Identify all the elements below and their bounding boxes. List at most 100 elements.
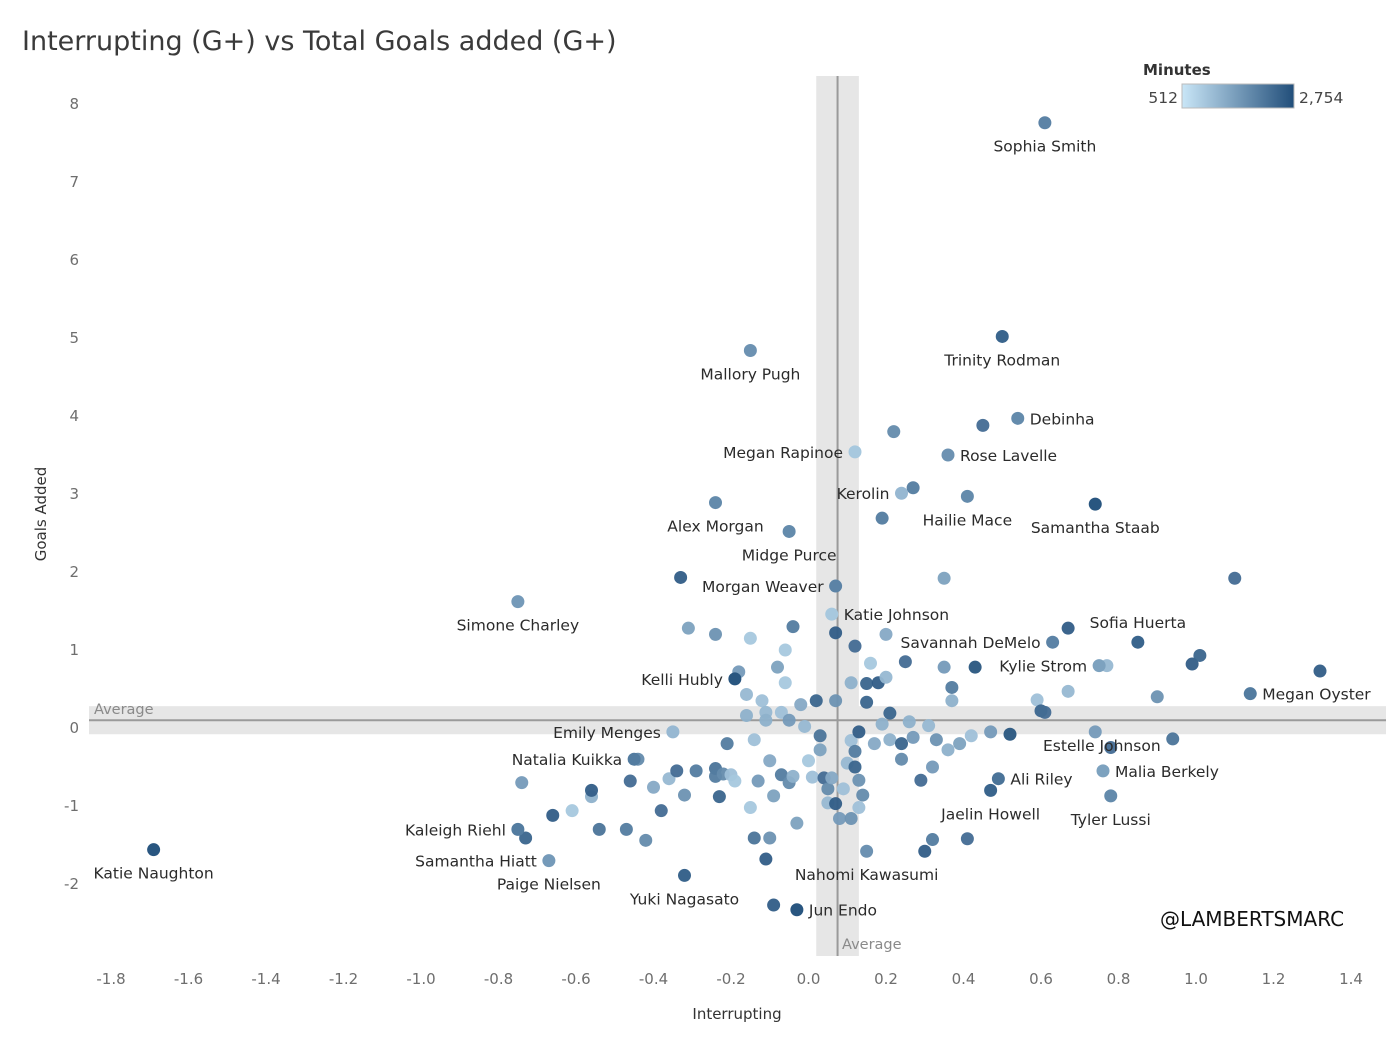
data-point (829, 797, 843, 811)
x-tick-label: -0.4 (639, 970, 668, 988)
x-tick-label: -1.0 (406, 970, 435, 988)
labeled-data-point (1011, 411, 1025, 425)
labeled-data-point (848, 445, 862, 459)
point-label: Alex Morgan (667, 518, 763, 536)
data-point (929, 733, 943, 747)
data-point (906, 730, 920, 744)
labeled-data-point (991, 772, 1005, 786)
data-point (1150, 690, 1164, 704)
author-handle: @LAMBERTSMARC (1160, 907, 1344, 931)
data-point (778, 676, 792, 690)
y-tick-label: -1 (64, 797, 79, 815)
y-tick-label: 8 (69, 95, 79, 113)
y-tick-label: -2 (64, 875, 79, 893)
labeled-data-point (147, 843, 161, 857)
data-point (709, 627, 722, 641)
data-point (1061, 684, 1075, 698)
point-label: Katie Naughton (94, 865, 214, 883)
axis-ticks: -1.8 -1.6 -1.4 -1.2 -1.0 -0.8 -0.6 -0.4 -0.2 0.0 0… (64, 95, 1363, 988)
labeled-data-point (511, 822, 525, 836)
labeled-data-point (1243, 687, 1257, 701)
data-point (790, 816, 804, 830)
data-point (860, 677, 874, 691)
data-point (895, 737, 908, 751)
average-label-horizontal: Average (94, 702, 154, 718)
data-point (515, 776, 529, 790)
point-label: Sophia Smith (993, 138, 1096, 156)
x-tick-label: 1.2 (1262, 970, 1286, 988)
point-label: Estelle Johnson (1043, 737, 1161, 755)
data-point (984, 725, 998, 739)
data-point (759, 852, 773, 866)
point-label: Kerolin (837, 485, 890, 503)
labeled-data-point (941, 448, 955, 462)
labeled-data-point (895, 486, 908, 500)
labeled-data-point (743, 343, 757, 357)
labeled-data-point (829, 579, 843, 593)
x-tick-label: -0.2 (716, 970, 745, 988)
point-label: Kelli Hubly (641, 671, 723, 689)
labeled-data-point (666, 725, 680, 739)
data-point (926, 833, 939, 847)
point-label: Katie Johnson (844, 606, 949, 624)
data-point (778, 643, 792, 657)
data-point (782, 713, 796, 727)
point-label: Mallory Pugh (700, 365, 800, 383)
point-label: Morgan Weaver (702, 578, 824, 596)
labeled-data-point (1104, 789, 1118, 803)
data-point (813, 729, 827, 743)
data-point (914, 773, 928, 787)
data-point (740, 687, 753, 701)
x-tick-label: 0.8 (1107, 970, 1131, 988)
y-axis-label: Goals Added (32, 467, 50, 562)
data-point (747, 733, 761, 747)
x-tick-label: 0.6 (1029, 970, 1053, 988)
point-label: Rose Lavelle (960, 447, 1057, 465)
y-tick-label: 1 (69, 641, 79, 659)
data-point (740, 709, 753, 723)
data-point (585, 783, 598, 797)
data-point (852, 725, 866, 739)
labeled-data-point (825, 607, 839, 621)
average-label-vertical: Average (842, 937, 902, 953)
data-point (879, 627, 893, 641)
point-label: Paige Nielsen (497, 876, 601, 894)
x-tick-label: -0.6 (561, 970, 590, 988)
data-point (848, 744, 862, 758)
data-point (786, 769, 800, 783)
legend-max-label: 2,754 (1299, 89, 1343, 107)
x-tick-label: -1.4 (251, 970, 280, 988)
data-point (833, 811, 846, 825)
data-point (844, 811, 858, 825)
data-point (681, 621, 695, 635)
labeled-data-point (782, 524, 796, 538)
labeled-data-point (984, 783, 998, 797)
data-point (798, 719, 812, 733)
y-tick-label: 3 (69, 485, 79, 503)
data-point (763, 754, 777, 768)
data-point (619, 822, 633, 836)
labeled-data-point (728, 672, 742, 686)
data-point (1061, 621, 1075, 635)
data-point (763, 831, 777, 845)
labeled-data-point (1046, 635, 1060, 649)
data-point (1313, 664, 1327, 678)
data-point (747, 831, 761, 845)
labeled-data-point (709, 496, 722, 510)
data-point (875, 511, 889, 525)
data-point (937, 660, 951, 674)
data-point (809, 694, 823, 708)
data-point (1030, 693, 1044, 707)
labeled-data-point (960, 489, 974, 503)
data-point (852, 801, 866, 815)
data-point (802, 754, 815, 768)
data-point (689, 764, 703, 778)
data-point (755, 694, 769, 708)
x-tick-label: -0.8 (484, 970, 513, 988)
y-tick-label: 7 (69, 173, 79, 191)
data-point (592, 822, 606, 836)
labeled-data-point (511, 595, 525, 609)
data-point (1104, 741, 1118, 754)
labeled-data-point (678, 868, 691, 882)
